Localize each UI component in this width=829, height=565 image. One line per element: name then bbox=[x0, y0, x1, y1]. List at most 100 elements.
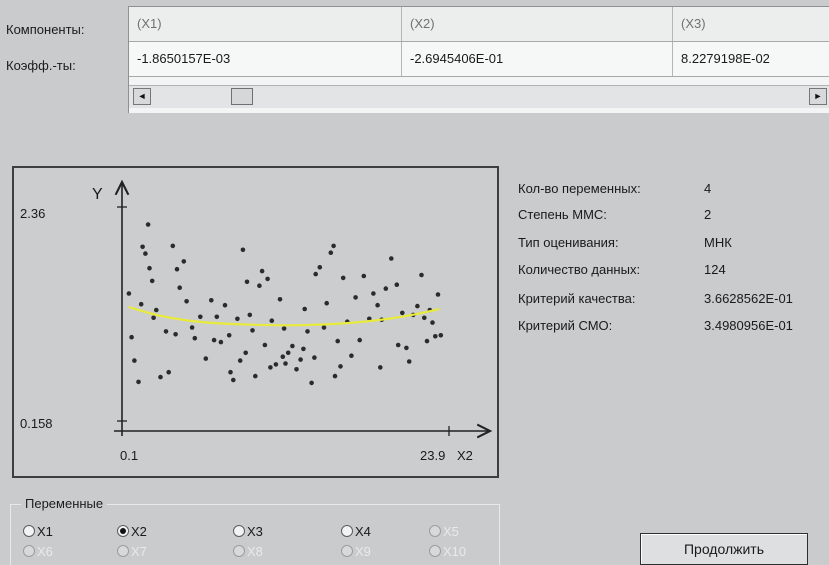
radio-dot-icon bbox=[117, 545, 129, 557]
header-cell-x1[interactable]: (X1) bbox=[129, 7, 402, 41]
data-point bbox=[177, 285, 182, 290]
info-label: Критерий качества: bbox=[518, 291, 636, 306]
data-point bbox=[312, 355, 317, 360]
data-point bbox=[294, 367, 299, 372]
data-point bbox=[240, 247, 246, 253]
data-point bbox=[309, 380, 314, 386]
data-point bbox=[154, 307, 159, 313]
data-point bbox=[357, 337, 363, 343]
data-point bbox=[389, 256, 394, 261]
data-point bbox=[147, 265, 152, 271]
header-cell-x3[interactable]: (X3) bbox=[681, 16, 706, 31]
table-header-row: (X1) (X2) (X3) bbox=[129, 7, 829, 42]
info-value: 3.4980956E-01 bbox=[704, 318, 793, 333]
data-point bbox=[145, 222, 151, 227]
data-point bbox=[136, 379, 141, 385]
x-tick-label-max: 23.9 bbox=[420, 448, 445, 463]
data-point bbox=[262, 342, 268, 348]
data-point bbox=[166, 369, 171, 375]
radio-x3[interactable]: X3 bbox=[233, 523, 263, 541]
data-point bbox=[301, 346, 306, 352]
data-point bbox=[243, 350, 248, 356]
data-point bbox=[305, 329, 310, 334]
data-point bbox=[371, 291, 376, 296]
data-point bbox=[283, 361, 288, 366]
info-value: МНК bbox=[704, 235, 732, 250]
header-cell-x2[interactable]: (X2) bbox=[402, 7, 673, 41]
data-point bbox=[214, 314, 220, 320]
radio-x4[interactable]: X4 bbox=[341, 523, 371, 541]
data-point bbox=[340, 275, 346, 281]
data-point bbox=[281, 326, 287, 331]
data-point bbox=[395, 342, 401, 348]
data-point bbox=[259, 268, 265, 274]
data-point bbox=[378, 365, 383, 370]
coefficients-row-label: Коэфф.-ты: bbox=[6, 58, 76, 73]
data-point bbox=[226, 333, 232, 338]
data-point bbox=[173, 332, 178, 337]
variables-groupbox: Переменные X1 X2 X3 X4 X5 X6 X7 X8 X9 X10 bbox=[10, 496, 500, 565]
scatter-points bbox=[126, 222, 444, 386]
radio-x2[interactable]: X2 bbox=[117, 523, 147, 541]
radio-x7: X7 bbox=[117, 543, 147, 561]
continue-button[interactable]: Продолжить bbox=[640, 533, 808, 565]
info-label: Количество данных: bbox=[518, 262, 641, 277]
radio-dot-icon bbox=[233, 545, 245, 557]
value-cell-x2[interactable]: -2.6945406E-01 bbox=[402, 42, 673, 76]
data-point bbox=[126, 291, 132, 296]
data-point bbox=[140, 244, 145, 250]
data-point bbox=[198, 314, 203, 320]
data-point bbox=[257, 283, 262, 288]
data-point bbox=[285, 350, 291, 356]
data-point bbox=[375, 302, 380, 308]
coefficients-grid-panel: Компоненты: Коэфф.-ты: (X1) (X2) (X3) -1… bbox=[0, 0, 829, 120]
scrollbar-thumb[interactable] bbox=[231, 88, 253, 105]
scroll-right-button[interactable]: ► bbox=[809, 88, 827, 105]
data-point bbox=[158, 374, 163, 380]
radio-label: X7 bbox=[131, 544, 147, 559]
info-value: 3.6628562E-01 bbox=[704, 291, 793, 306]
data-point bbox=[349, 353, 354, 358]
data-point bbox=[184, 299, 189, 304]
radio-x8: X8 bbox=[233, 543, 263, 561]
value-cell-x3[interactable]: 8.2279198E-02 bbox=[681, 51, 770, 66]
data-point bbox=[138, 301, 144, 307]
coefficients-table[interactable]: (X1) (X2) (X3) -1.8650157E-03 -2.6945406… bbox=[128, 6, 829, 113]
data-point bbox=[298, 357, 303, 362]
data-point bbox=[149, 278, 155, 284]
data-point bbox=[222, 302, 228, 308]
radio-label: X9 bbox=[355, 544, 371, 559]
scroll-left-button[interactable]: ◄ bbox=[133, 88, 151, 105]
data-point bbox=[438, 333, 444, 338]
radio-label: X2 bbox=[131, 524, 147, 539]
info-value: 124 bbox=[704, 262, 726, 277]
data-point bbox=[277, 297, 283, 302]
data-point bbox=[435, 292, 441, 297]
data-point bbox=[181, 259, 187, 264]
table-row: -1.8650157E-03 -2.6945406E-01 8.2279198E… bbox=[129, 42, 829, 77]
data-point bbox=[244, 279, 250, 285]
data-point bbox=[265, 276, 270, 282]
radio-label: X4 bbox=[355, 524, 371, 539]
data-point bbox=[332, 373, 338, 379]
data-point bbox=[189, 325, 195, 330]
data-point bbox=[433, 334, 438, 339]
data-point bbox=[302, 306, 308, 312]
radio-x1[interactable]: X1 bbox=[23, 523, 53, 541]
horizontal-scrollbar[interactable]: ◄ ► bbox=[129, 85, 829, 108]
data-point bbox=[268, 365, 273, 370]
data-point bbox=[321, 325, 327, 330]
info-value: 4 bbox=[704, 181, 712, 196]
regression-chart: Y 2.36 0.158 0.1 23.9 X2 bbox=[12, 166, 499, 478]
data-point bbox=[338, 364, 343, 369]
value-cell-x1[interactable]: -1.8650157E-03 bbox=[129, 42, 402, 76]
data-point bbox=[419, 272, 424, 278]
data-point bbox=[317, 265, 323, 270]
data-point bbox=[273, 362, 279, 367]
data-point bbox=[430, 320, 435, 325]
regression-curve bbox=[128, 306, 440, 327]
data-point bbox=[174, 266, 180, 272]
data-point bbox=[422, 315, 427, 321]
data-point bbox=[269, 318, 275, 323]
data-point bbox=[383, 286, 389, 291]
